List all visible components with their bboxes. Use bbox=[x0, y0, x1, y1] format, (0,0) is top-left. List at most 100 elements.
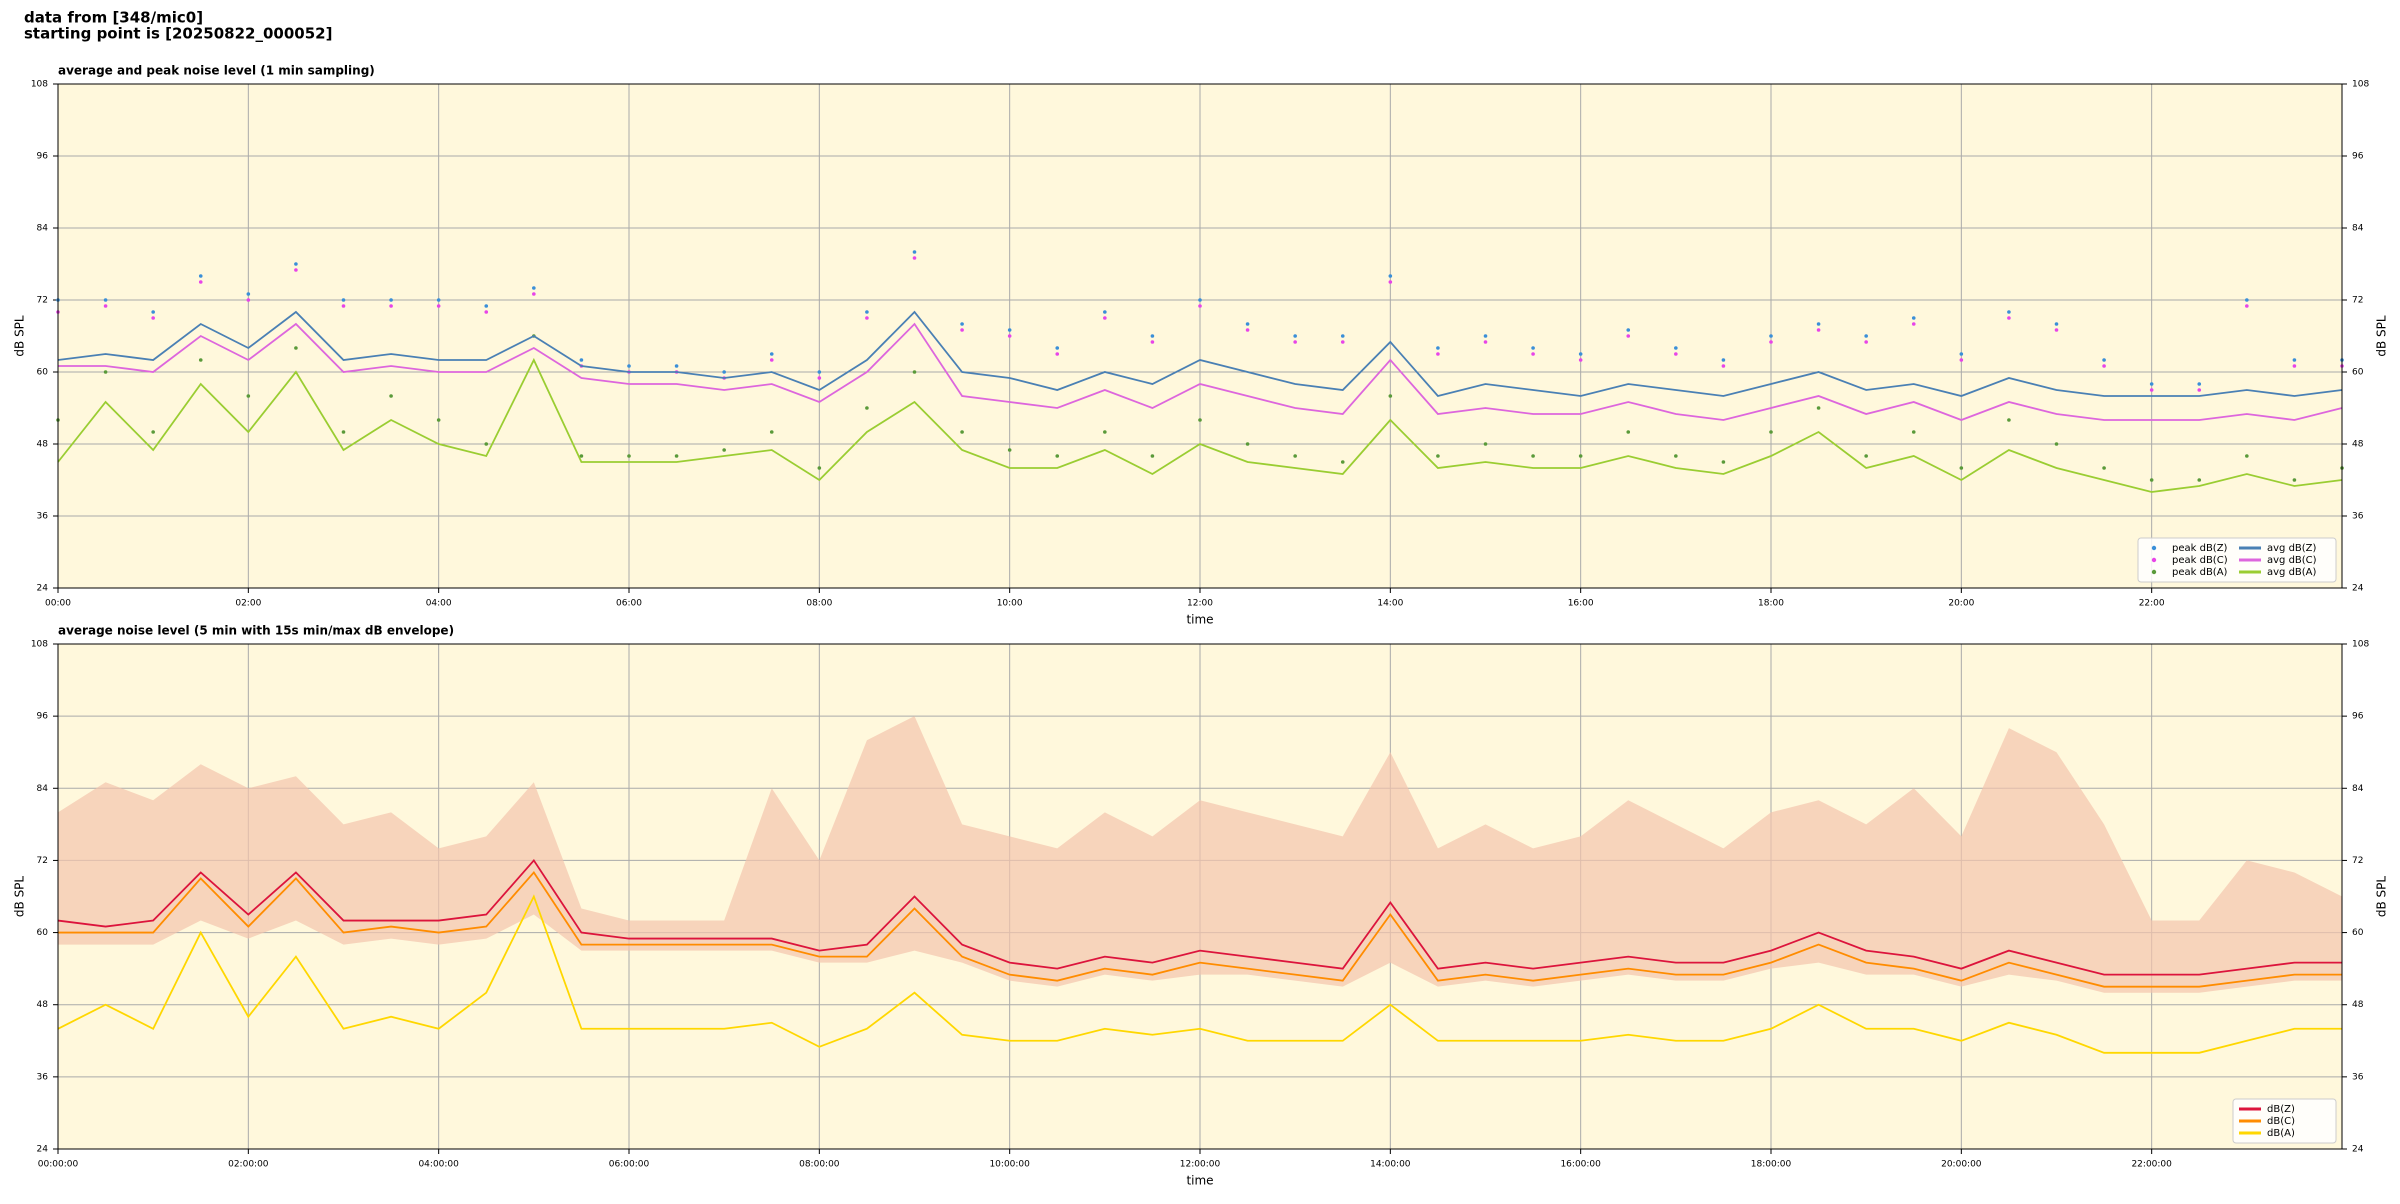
peak-point bbox=[1483, 340, 1488, 344]
y-tick-label: 72 bbox=[2352, 856, 2363, 866]
peak-point bbox=[1055, 346, 1060, 350]
peak-point bbox=[1816, 322, 1821, 326]
y-tick-label: 36 bbox=[2352, 512, 2364, 522]
peak-point bbox=[1293, 454, 1297, 458]
peak-point bbox=[1721, 364, 1726, 368]
peak-point bbox=[817, 370, 822, 374]
peak-point bbox=[294, 346, 298, 350]
y-tick-label: 72 bbox=[37, 296, 48, 306]
y-tick-label: 36 bbox=[2352, 1072, 2364, 1082]
peak-point bbox=[1769, 334, 1773, 338]
envelope-area bbox=[58, 716, 2342, 993]
peak-point bbox=[1721, 358, 1726, 362]
legend-label: dB(C) bbox=[2267, 1116, 2295, 1127]
x-tick-label: 08:00 bbox=[806, 599, 832, 609]
peak-point bbox=[2292, 358, 2297, 362]
x-tick-label: 04:00 bbox=[426, 599, 452, 609]
peak-point bbox=[436, 298, 441, 302]
x-tick-label: 08:00:00 bbox=[799, 1160, 840, 1170]
peak-point bbox=[2245, 298, 2249, 302]
y-tick-label: 96 bbox=[2352, 152, 2364, 162]
y-tick-label: 108 bbox=[31, 640, 48, 650]
y-tick-label: 48 bbox=[37, 440, 49, 450]
peak-point bbox=[389, 298, 393, 302]
peak-point bbox=[2102, 466, 2106, 470]
y-tick-label: 60 bbox=[2352, 928, 2364, 938]
peak-point bbox=[246, 292, 251, 296]
peak-point bbox=[484, 304, 489, 308]
series-line bbox=[57, 310, 2343, 398]
peak-point bbox=[1483, 442, 1488, 446]
peak-point bbox=[2245, 454, 2249, 458]
y-tick-label: 24 bbox=[37, 584, 49, 594]
x-tick-label: 16:00 bbox=[1568, 599, 1594, 609]
y-tick-label: 84 bbox=[37, 784, 49, 794]
y-tick-label: 96 bbox=[2352, 712, 2364, 722]
peak-point bbox=[198, 280, 203, 284]
plot-frame bbox=[57, 643, 2343, 1150]
peak-point bbox=[722, 370, 726, 374]
chart-title: average noise level (5 min with 15s min/… bbox=[58, 624, 454, 638]
y-tick-label: 36 bbox=[37, 1072, 49, 1082]
y-tick-label: 36 bbox=[37, 512, 49, 522]
x-tick-label: 18:00 bbox=[1758, 599, 1784, 609]
peak-point bbox=[341, 430, 346, 434]
legend-marker bbox=[2151, 569, 2157, 575]
peak-point bbox=[865, 406, 869, 410]
peak-point bbox=[1055, 454, 1060, 458]
legend-label: avg dB(A) bbox=[2267, 567, 2317, 578]
peak-point bbox=[1816, 328, 1821, 332]
peak-point bbox=[769, 358, 774, 362]
peak-point bbox=[2197, 478, 2202, 482]
series-line bbox=[57, 858, 2342, 976]
x-tick-label: 10:00 bbox=[997, 599, 1023, 609]
x-tick-label: 16:00:00 bbox=[1560, 1160, 1601, 1170]
plot-frame bbox=[57, 83, 2343, 589]
peak-point bbox=[1103, 316, 1107, 320]
y-tick-label: 72 bbox=[2352, 296, 2363, 306]
header-line: starting point is [20250822_000052] bbox=[24, 25, 332, 43]
peak-point bbox=[2197, 388, 2202, 392]
y-tick-label: 108 bbox=[2352, 80, 2369, 90]
peak-point bbox=[2149, 382, 2154, 386]
peak-point bbox=[2197, 382, 2202, 386]
header-line: data from [348/mic0] bbox=[24, 9, 203, 27]
peak-point bbox=[1245, 442, 1250, 446]
peak-point bbox=[1531, 454, 1535, 458]
y-tick-label: 84 bbox=[2352, 224, 2364, 234]
peak-point bbox=[2149, 478, 2154, 482]
peak-point bbox=[1436, 346, 1440, 350]
peak-point bbox=[1911, 430, 1916, 434]
peak-point bbox=[960, 328, 964, 332]
peak-point bbox=[817, 376, 822, 380]
peak-point bbox=[960, 430, 964, 434]
peak-point bbox=[1911, 322, 1916, 326]
peak-point bbox=[1578, 358, 1583, 362]
y-tick-label: 108 bbox=[31, 80, 48, 90]
peak-point bbox=[2007, 316, 2011, 320]
peak-point bbox=[1388, 280, 1393, 284]
peak-point bbox=[2054, 322, 2059, 326]
peak-point bbox=[1911, 316, 1916, 320]
peak-point bbox=[103, 304, 108, 308]
peak-point bbox=[1864, 334, 1868, 338]
x-tick-label: 12:00:00 bbox=[1180, 1160, 1221, 1170]
peak-point bbox=[436, 304, 441, 308]
peak-point bbox=[1007, 328, 1012, 332]
x-tick-label: 10:00:00 bbox=[989, 1160, 1030, 1170]
peak-point bbox=[1198, 418, 1202, 422]
peak-point bbox=[151, 310, 155, 314]
legend-label: dB(A) bbox=[2267, 1128, 2295, 1139]
peak-point bbox=[627, 364, 631, 368]
peak-point bbox=[1721, 460, 1726, 464]
y-tick-label: 84 bbox=[37, 224, 49, 234]
peak-point bbox=[532, 286, 536, 290]
peak-point bbox=[2054, 328, 2059, 332]
peak-point bbox=[1864, 454, 1868, 458]
x-tick-label: 14:00:00 bbox=[1370, 1160, 1411, 1170]
legend-label: avg dB(Z) bbox=[2267, 543, 2317, 554]
x-tick-label: 00:00 bbox=[45, 599, 71, 609]
peak-point bbox=[1578, 454, 1583, 458]
